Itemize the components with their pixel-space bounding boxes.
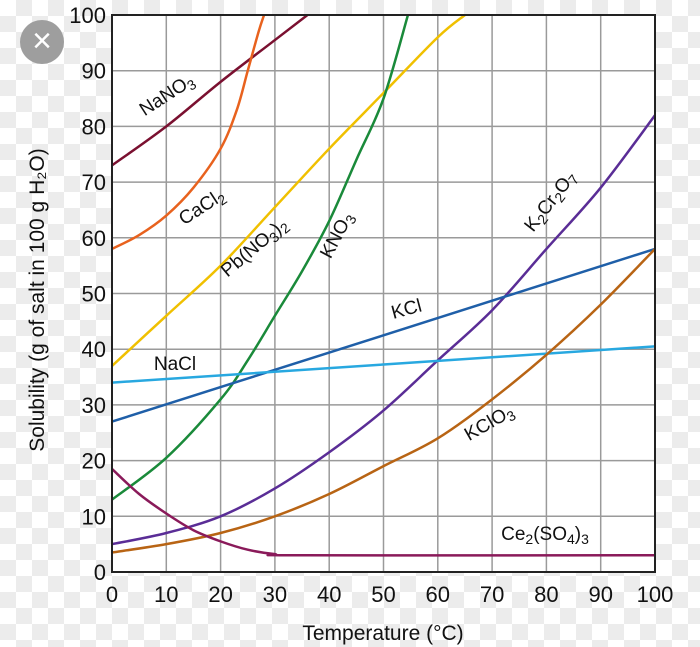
y-tick-label: 20: [82, 449, 106, 474]
x-tick-label: 80: [534, 582, 558, 607]
series-line-kno3: [112, 15, 410, 501]
series-line-cacl2: [112, 15, 266, 251]
x-tick-label: 20: [208, 582, 232, 607]
series-line-kcl: [112, 247, 655, 423]
x-tick-label: 90: [588, 582, 612, 607]
curves: [112, 15, 655, 557]
label-text: (SO: [533, 524, 567, 545]
y-tick-label: 50: [82, 282, 106, 307]
x-tick-label: 100: [637, 582, 674, 607]
series-line-k2cr2o7: [112, 114, 655, 546]
series-line-ce2so43: [112, 468, 655, 557]
y-tick-label: 10: [82, 504, 106, 529]
curve-label-nacl: NaCl: [154, 354, 196, 375]
label-subscript: 3: [581, 531, 589, 547]
close-icon: ×: [32, 22, 52, 60]
y-axis-label: Solubility (g of salt in 100 g H₂O): [26, 148, 49, 451]
x-tick-label: 40: [317, 582, 341, 607]
series-line-nacl: [112, 345, 655, 384]
x-axis-label: Temperature (°C): [302, 622, 463, 645]
x-tick-label: 0: [106, 582, 118, 607]
y-tick-label: 0: [94, 560, 106, 585]
x-tick-label: 60: [426, 582, 450, 607]
plot-frame: [111, 14, 656, 573]
x-tick-labels: 0 10 20 30 40 50 60 70 80 90 100: [106, 582, 673, 607]
series-line-kclo3: [112, 248, 655, 554]
y-tick-label: 70: [82, 170, 106, 195]
y-tick-label: 40: [82, 337, 106, 362]
label-text: ): [575, 524, 581, 545]
x-tick-label: 70: [480, 582, 504, 607]
y-tick-label: 60: [82, 226, 106, 251]
y-tick-labels: 0 10 20 30 40 50 60 70 80 90 100: [69, 3, 106, 585]
x-tick-label: 50: [371, 582, 395, 607]
x-tick-label: 30: [263, 582, 287, 607]
y-tick-label: 80: [82, 114, 106, 139]
y-tick-label: 100: [69, 3, 106, 28]
series-line-nano3: [112, 15, 309, 167]
curve-label-ce2so43: Ce2(SO4)3: [501, 524, 589, 547]
y-tick-label: 30: [82, 393, 106, 418]
label-text: NaCl: [154, 354, 196, 375]
label-subscript: 2: [525, 531, 533, 547]
close-button[interactable]: ×: [20, 20, 64, 64]
y-tick-label: 90: [82, 59, 106, 84]
label-text: Ce: [501, 524, 525, 545]
x-tick-label: 10: [154, 582, 178, 607]
label-subscript: 4: [567, 531, 575, 547]
series-line-pbno32: [112, 15, 466, 367]
